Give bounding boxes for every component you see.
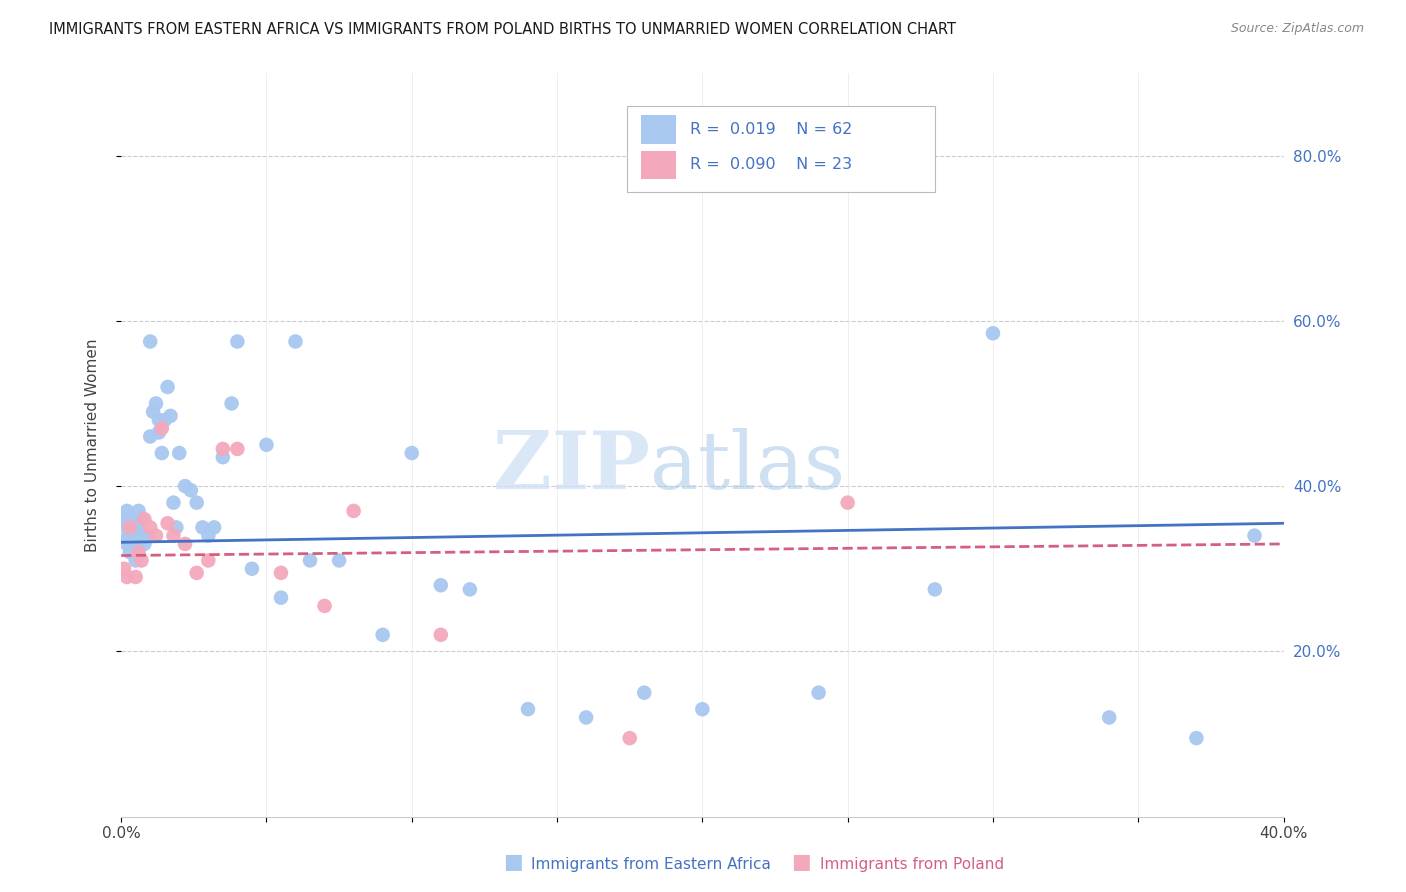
Point: [148, 413, 170, 427]
Point: [1185, 731, 1208, 745]
Bar: [627, 106, 935, 192]
Point: [118, 512, 141, 526]
Point: [124, 529, 146, 543]
Point: [458, 582, 481, 597]
Text: R =  0.019    N = 62: R = 0.019 N = 62: [689, 122, 852, 137]
Text: Immigrants from Poland: Immigrants from Poland: [820, 857, 1004, 872]
Point: [131, 529, 153, 543]
Text: ■: ■: [503, 853, 523, 872]
Point: [128, 537, 150, 551]
Point: [226, 442, 249, 456]
Point: [115, 504, 138, 518]
Point: [180, 483, 202, 498]
Text: Source: ZipAtlas.com: Source: ZipAtlas.com: [1230, 22, 1364, 36]
Point: [1243, 529, 1265, 543]
Point: [256, 438, 278, 452]
Point: [148, 425, 170, 440]
Point: [131, 553, 153, 567]
Point: [150, 421, 173, 435]
Point: [197, 529, 219, 543]
Point: [124, 570, 146, 584]
Point: [139, 520, 162, 534]
Text: Immigrants from Eastern Africa: Immigrants from Eastern Africa: [531, 857, 772, 872]
Point: [139, 334, 162, 349]
Point: [343, 504, 366, 518]
Y-axis label: Births to Unmarried Women: Births to Unmarried Women: [86, 338, 100, 551]
Point: [270, 591, 292, 605]
Point: [115, 570, 138, 584]
Point: [139, 429, 162, 443]
Point: [924, 582, 946, 597]
Point: [270, 566, 292, 580]
Point: [118, 529, 141, 543]
Point: [115, 520, 138, 534]
Point: [162, 529, 184, 543]
Point: [145, 529, 167, 543]
Point: [517, 702, 540, 716]
Point: [165, 520, 187, 534]
Point: [121, 537, 143, 551]
Point: [619, 731, 641, 745]
Text: IMMIGRANTS FROM EASTERN AFRICA VS IMMIGRANTS FROM POLAND BIRTHS TO UNMARRIED WOM: IMMIGRANTS FROM EASTERN AFRICA VS IMMIGR…: [49, 22, 956, 37]
Point: [112, 562, 135, 576]
Point: [240, 562, 263, 576]
Point: [211, 450, 233, 465]
Point: [136, 529, 159, 543]
Point: [575, 710, 598, 724]
Point: [692, 702, 714, 716]
Point: [174, 537, 197, 551]
Point: [124, 553, 146, 567]
Point: [167, 446, 190, 460]
Point: [150, 446, 173, 460]
Point: [159, 409, 181, 423]
Point: [124, 516, 146, 531]
Point: [118, 545, 141, 559]
Point: [197, 553, 219, 567]
Point: [430, 578, 453, 592]
Text: ZIP: ZIP: [494, 428, 650, 506]
Point: [191, 520, 214, 534]
Point: [156, 380, 179, 394]
Point: [371, 628, 394, 642]
FancyBboxPatch shape: [641, 151, 676, 179]
Point: [156, 516, 179, 531]
Point: [153, 413, 176, 427]
Point: [118, 520, 141, 534]
Point: [211, 442, 233, 456]
Point: [401, 446, 423, 460]
Point: [837, 495, 859, 509]
Point: [186, 566, 208, 580]
Point: [112, 533, 135, 547]
Point: [430, 628, 453, 642]
Point: [328, 553, 350, 567]
Text: atlas: atlas: [650, 428, 845, 506]
Point: [128, 520, 150, 534]
Text: ■: ■: [792, 853, 811, 872]
Point: [128, 545, 150, 559]
Text: R =  0.090    N = 23: R = 0.090 N = 23: [689, 157, 852, 172]
Point: [633, 686, 655, 700]
Point: [186, 495, 208, 509]
Point: [134, 537, 156, 551]
Point: [128, 504, 150, 518]
Point: [162, 495, 184, 509]
Point: [202, 520, 225, 534]
Point: [807, 686, 830, 700]
Point: [142, 405, 165, 419]
Point: [131, 512, 153, 526]
Point: [1098, 710, 1121, 724]
Point: [145, 396, 167, 410]
Point: [314, 599, 336, 613]
Point: [134, 512, 156, 526]
Point: [121, 520, 143, 534]
Point: [226, 334, 249, 349]
Point: [174, 479, 197, 493]
Point: [981, 326, 1004, 341]
Point: [112, 512, 135, 526]
Point: [221, 396, 243, 410]
Point: [115, 537, 138, 551]
FancyBboxPatch shape: [641, 115, 676, 144]
Point: [284, 334, 307, 349]
Point: [299, 553, 322, 567]
